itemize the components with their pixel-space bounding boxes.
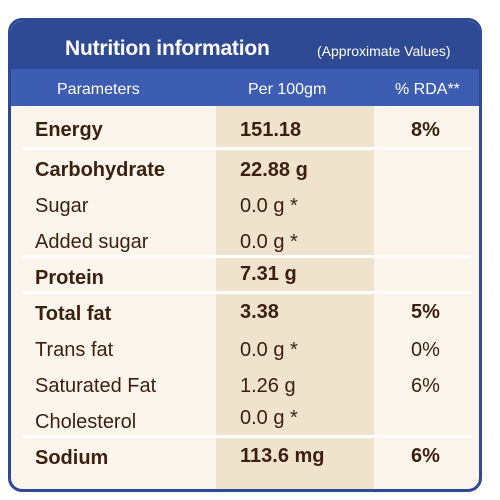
row-name-saturated-fat: Saturated Fat (35, 375, 157, 397)
row-value-cholesterol: 0.0 g * (240, 407, 298, 429)
row-rda-saturated-fat: 6% (411, 375, 440, 397)
nutrition-panel: Nutrition information (Approximate Value… (8, 18, 482, 492)
row-rda-trans-fat: 0% (411, 339, 440, 361)
row-name-carbohydrate: Carbohydrate (35, 159, 166, 181)
row-name-sugar: Sugar (35, 195, 89, 217)
row-value-sugar: 0.0 g * (240, 195, 298, 217)
header-per-100gm: Per 100gm (248, 81, 327, 98)
header-rda: % RDA** (395, 81, 460, 98)
row-name-protein: Protein (35, 267, 104, 289)
row-divider (23, 255, 471, 258)
row-value-trans-fat: 0.0 g * (240, 339, 298, 361)
row-rda-energy: 8% (411, 119, 440, 141)
row-name-energy: Energy (35, 119, 103, 141)
row-value-sodium: 113.6 mg (240, 445, 325, 467)
header-parameters: Parameters (57, 81, 140, 98)
row-value-energy: 151.18 (240, 119, 302, 141)
row-name-trans-fat: Trans fat (35, 339, 114, 361)
value-column-background (216, 106, 374, 489)
row-name-added-sugar: Added sugar (35, 231, 149, 253)
row-value-protein: 7.31 g (240, 263, 297, 285)
row-value-total-fat: 3.38 (240, 301, 279, 323)
title-bar: Nutrition information (Approximate Value… (11, 21, 479, 69)
row-value-saturated-fat: 1.26 g (240, 375, 296, 397)
row-name-total-fat: Total fat (35, 303, 112, 325)
row-value-carbohydrate: 22.88 g (240, 159, 308, 181)
row-divider (23, 435, 471, 438)
row-name-cholesterol: Cholesterol (35, 411, 137, 433)
panel-title: Nutrition information (65, 37, 270, 60)
panel-subtitle: (Approximate Values) (317, 43, 451, 59)
row-divider (23, 291, 471, 294)
column-header-bar: Parameters Per 100gm % RDA** (11, 69, 479, 106)
row-value-added-sugar: 0.0 g * (240, 231, 298, 253)
row-divider (23, 147, 471, 150)
row-rda-sodium: 6% (411, 445, 440, 467)
row-name-sodium: Sodium (35, 447, 109, 469)
row-rda-total-fat: 5% (411, 301, 440, 323)
